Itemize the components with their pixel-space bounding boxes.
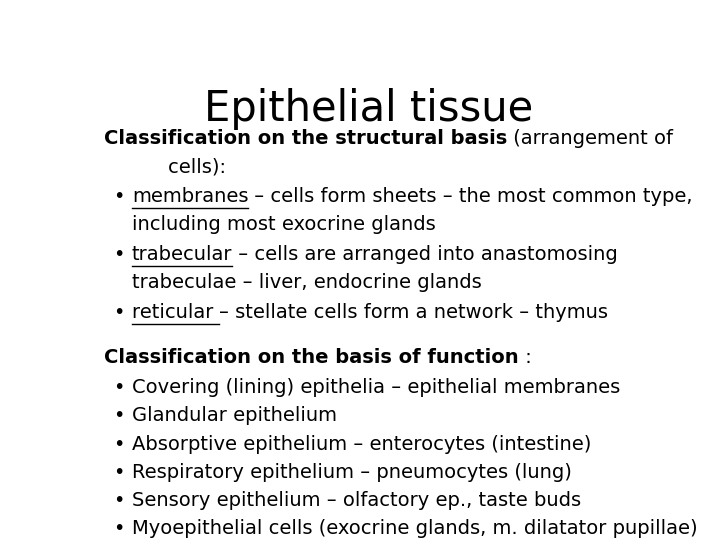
Text: trabeculae – liver, endocrine glands: trabeculae – liver, endocrine glands [132, 273, 482, 293]
Text: Glandular epithelium: Glandular epithelium [132, 406, 337, 426]
Text: Classification on the structural basis: Classification on the structural basis [104, 129, 507, 149]
Text: Absorptive epithelium – enterocytes (intestine): Absorptive epithelium – enterocytes (int… [132, 435, 591, 454]
Text: – cells are arranged into anastomosing: – cells are arranged into anastomosing [233, 245, 618, 264]
Text: Classification on the basis of function: Classification on the basis of function [104, 348, 518, 367]
Text: cells):: cells): [143, 158, 226, 177]
Text: •: • [114, 406, 125, 426]
Text: •: • [114, 519, 125, 538]
Text: •: • [114, 245, 125, 264]
Text: reticular: reticular [132, 303, 220, 322]
Text: •: • [114, 378, 125, 397]
Text: •: • [114, 303, 125, 322]
Text: •: • [114, 435, 125, 454]
Text: Myoepithelial cells (exocrine glands, m. dilatator pupillae): Myoepithelial cells (exocrine glands, m.… [132, 519, 698, 538]
Text: Covering (lining) epithelia – epithelial membranes: Covering (lining) epithelia – epithelial… [132, 378, 620, 397]
Text: – cells form sheets – the most common type,: – cells form sheets – the most common ty… [248, 187, 693, 206]
Text: membranes: membranes [132, 187, 248, 206]
Text: •: • [114, 463, 125, 482]
Text: – stellate cells form a network – thymus: – stellate cells form a network – thymus [220, 303, 608, 322]
Text: •: • [114, 187, 125, 206]
Text: including most exocrine glands: including most exocrine glands [132, 215, 436, 234]
Text: trabecular: trabecular [132, 245, 233, 264]
Text: Respiratory epithelium – pneumocytes (lung): Respiratory epithelium – pneumocytes (lu… [132, 463, 572, 482]
Text: Sensory epithelium – olfactory ep., taste buds: Sensory epithelium – olfactory ep., tast… [132, 491, 581, 510]
Text: Epithelial tissue: Epithelial tissue [204, 87, 534, 130]
Text: •: • [114, 491, 125, 510]
Text: :: : [518, 348, 531, 367]
Text: (arrangement of: (arrangement of [507, 129, 673, 149]
